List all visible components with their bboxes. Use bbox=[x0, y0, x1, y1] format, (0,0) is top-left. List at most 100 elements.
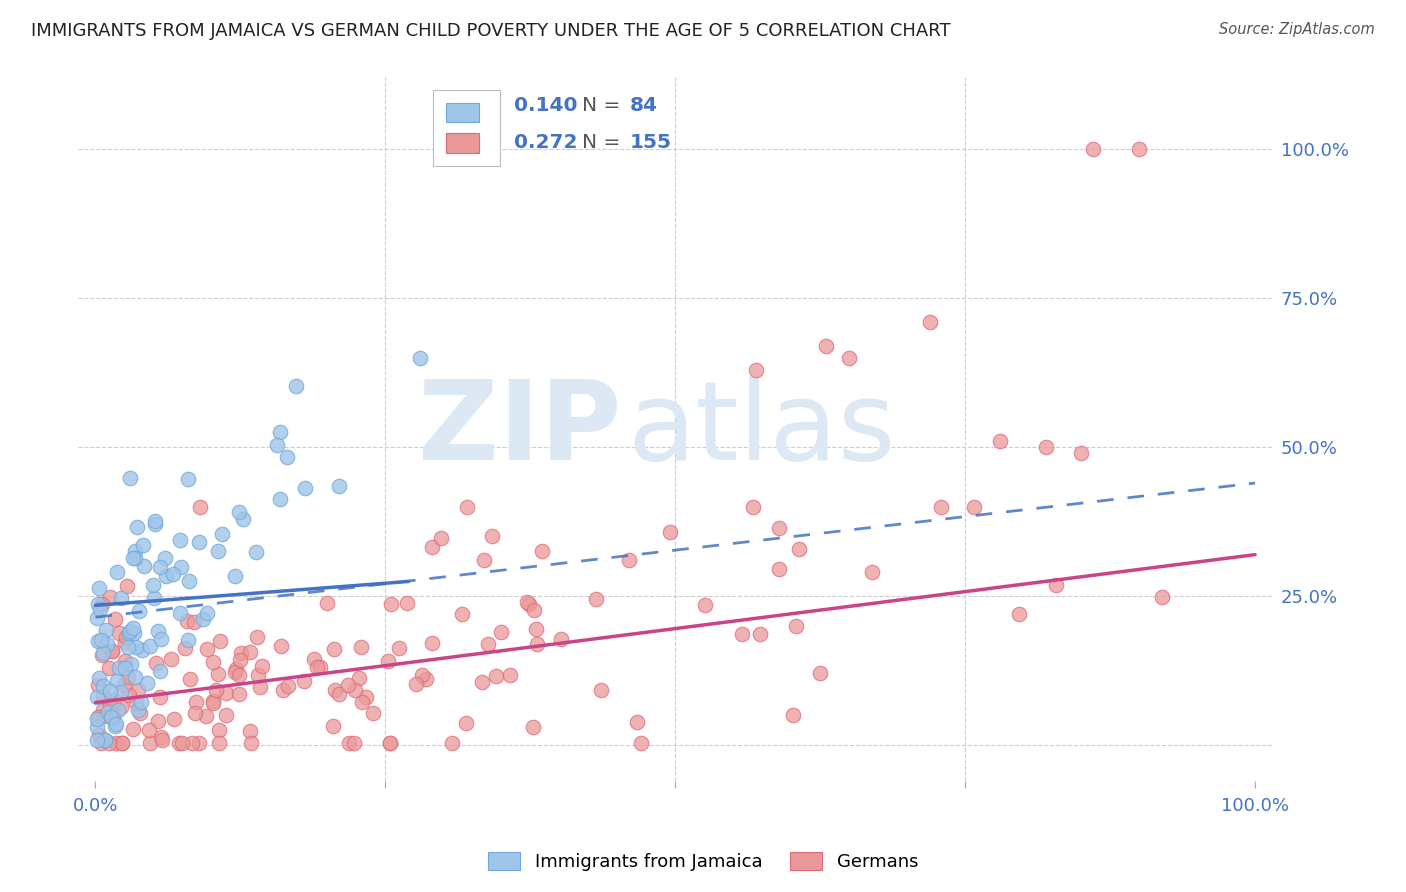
Point bbox=[208, 634, 231, 648]
Point bbox=[245, 544, 267, 558]
Point bbox=[122, 551, 145, 566]
Point bbox=[104, 719, 127, 733]
Point bbox=[89, 602, 111, 616]
Point bbox=[585, 592, 607, 607]
Point bbox=[430, 531, 453, 545]
Point bbox=[114, 654, 136, 668]
Point bbox=[177, 574, 200, 588]
Point bbox=[471, 674, 494, 689]
Text: N =: N = bbox=[582, 96, 627, 115]
Point bbox=[87, 581, 110, 595]
Point bbox=[131, 643, 153, 657]
Point bbox=[768, 562, 790, 576]
Point bbox=[489, 625, 512, 640]
Point bbox=[481, 529, 503, 543]
Point bbox=[269, 491, 291, 506]
Point bbox=[104, 735, 127, 749]
Point bbox=[111, 735, 134, 749]
Point bbox=[110, 699, 132, 714]
Point bbox=[149, 664, 172, 678]
Point bbox=[266, 437, 288, 451]
Text: Source: ZipAtlas.com: Source: ZipAtlas.com bbox=[1219, 22, 1375, 37]
Point bbox=[785, 618, 807, 632]
Point bbox=[108, 661, 131, 675]
Point bbox=[524, 622, 547, 636]
Point bbox=[250, 658, 273, 673]
Point bbox=[100, 590, 122, 604]
Point bbox=[782, 708, 804, 723]
Point bbox=[98, 683, 121, 698]
Point bbox=[131, 538, 153, 552]
Point bbox=[768, 521, 790, 535]
Point bbox=[207, 723, 229, 737]
Point bbox=[228, 505, 250, 519]
Point bbox=[742, 500, 765, 514]
Point bbox=[215, 708, 238, 723]
Point bbox=[246, 630, 269, 644]
Point bbox=[808, 666, 831, 681]
Point bbox=[337, 677, 360, 691]
Point bbox=[129, 706, 152, 720]
Point bbox=[920, 315, 942, 329]
Point bbox=[149, 632, 172, 646]
Point bbox=[378, 735, 401, 749]
Point bbox=[146, 624, 169, 638]
Point bbox=[96, 637, 118, 651]
Point bbox=[110, 735, 132, 749]
Point bbox=[117, 640, 139, 655]
Point bbox=[129, 695, 152, 709]
Point bbox=[207, 543, 229, 558]
Point bbox=[205, 683, 228, 698]
Point bbox=[97, 661, 120, 675]
Point bbox=[207, 666, 229, 681]
Point bbox=[862, 565, 884, 579]
Point bbox=[228, 687, 250, 701]
Point bbox=[142, 578, 165, 592]
Text: 0.272: 0.272 bbox=[515, 133, 578, 152]
Point bbox=[838, 351, 860, 365]
Point bbox=[93, 709, 115, 723]
Point bbox=[195, 641, 218, 656]
Point bbox=[125, 696, 148, 710]
Point bbox=[148, 714, 170, 728]
Point bbox=[485, 669, 508, 683]
Point bbox=[103, 693, 125, 707]
Point bbox=[108, 626, 131, 640]
Point bbox=[100, 644, 122, 658]
Point bbox=[114, 635, 136, 649]
Point bbox=[98, 698, 121, 712]
Point bbox=[143, 591, 166, 605]
Point bbox=[91, 703, 114, 717]
Text: ZIP: ZIP bbox=[418, 376, 621, 483]
Point bbox=[117, 579, 139, 593]
Point bbox=[124, 550, 146, 565]
Point bbox=[150, 732, 173, 747]
Point bbox=[127, 682, 149, 697]
Point bbox=[155, 569, 177, 583]
Point bbox=[184, 706, 207, 720]
Point bbox=[101, 644, 124, 658]
Point bbox=[276, 450, 298, 465]
Point bbox=[225, 661, 247, 675]
Point bbox=[1035, 440, 1057, 454]
Point bbox=[177, 633, 200, 648]
Point bbox=[169, 533, 191, 547]
Point bbox=[103, 709, 125, 723]
Text: 155: 155 bbox=[630, 133, 672, 152]
Point bbox=[323, 642, 346, 657]
Point bbox=[91, 648, 114, 662]
Point bbox=[179, 672, 201, 686]
Point bbox=[97, 735, 120, 749]
Point bbox=[523, 603, 546, 617]
Text: N =: N = bbox=[582, 133, 627, 152]
Point bbox=[128, 604, 150, 618]
Point bbox=[285, 379, 308, 393]
Point bbox=[228, 667, 250, 681]
Point bbox=[292, 673, 315, 688]
Point bbox=[377, 654, 399, 668]
Point bbox=[626, 715, 648, 730]
Point bbox=[591, 682, 613, 697]
Point bbox=[745, 362, 768, 376]
Point bbox=[86, 710, 108, 724]
Point bbox=[167, 735, 190, 749]
